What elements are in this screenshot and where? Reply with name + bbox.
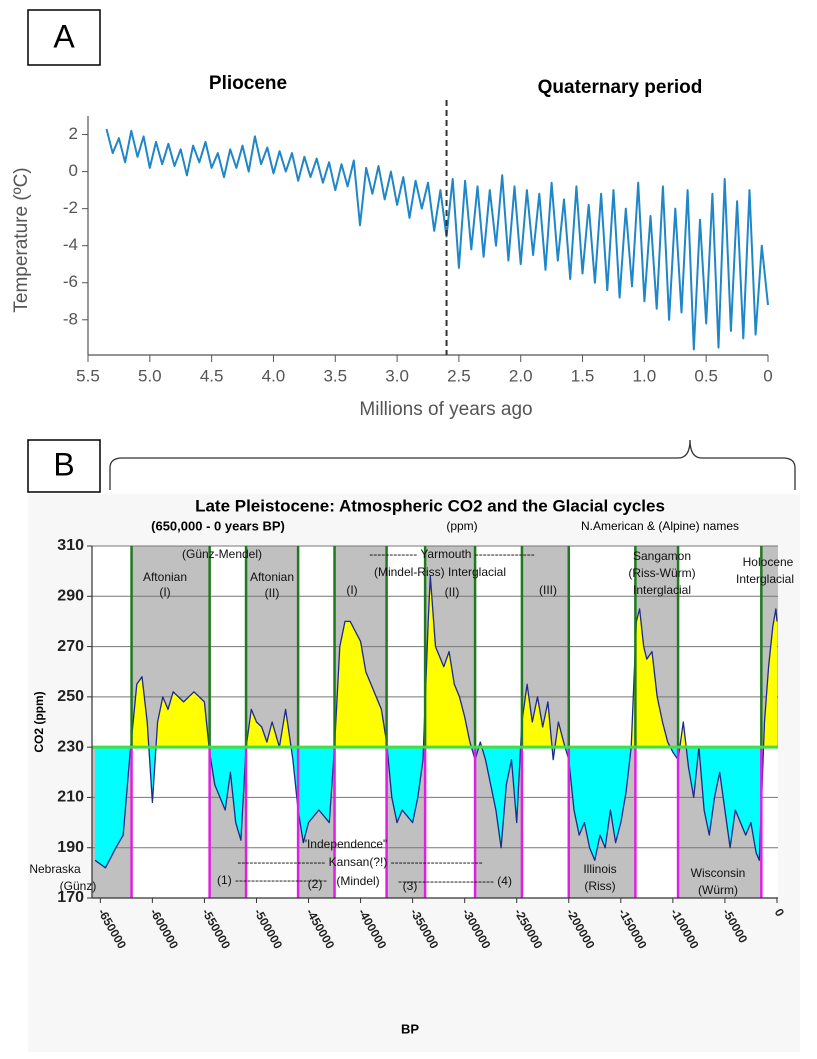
x-tick-label: 2.0 (509, 366, 533, 385)
panel-box (27, 9, 101, 66)
y-tick-label: -6 (63, 272, 78, 291)
x-tick-label: 1.0 (633, 366, 657, 385)
chart-title: Late Pleistocene: Atmospheric CO2 and th… (195, 496, 665, 515)
y-axis-label: CO2 (ppm) (32, 691, 46, 752)
names-note: N.American & (Alpine) names (581, 519, 739, 533)
x-tick-label: 2.5 (447, 366, 471, 385)
band-annotation: (Günz-Mendel) (182, 547, 262, 561)
band-annotation: Aftonian (250, 570, 294, 584)
band-annotation: Holocene (743, 555, 794, 569)
period-label: Pliocene (209, 73, 287, 94)
area-above-baseline (130, 576, 777, 748)
unit-note: (ppm) (446, 519, 477, 533)
y-tick-label: -8 (63, 309, 78, 328)
band-annotation: (Würm) (698, 883, 738, 897)
y-tick-label: 310 (57, 537, 84, 554)
band-annotation: (2) (308, 877, 323, 891)
x-axis-label: BP (401, 1021, 419, 1036)
period-label: Quaternary period (538, 77, 703, 98)
panel-label: A (53, 18, 75, 54)
band-annotation: Interglacial (633, 583, 691, 597)
y-tick-label: 250 (57, 688, 84, 705)
x-tick-label: 0.5 (694, 366, 718, 385)
y-tick-label: 190 (57, 839, 84, 856)
band-annotation: (II) (265, 586, 280, 600)
band-annotation: ---------------------- Kansan(?!) ------… (237, 855, 482, 869)
x-axis-label: Millions of years ago (359, 399, 532, 420)
x-tick-label: 4.0 (262, 366, 286, 385)
y-tick-label: 210 (57, 789, 84, 806)
band-annotation: Sangamon (633, 549, 691, 563)
panel-box (27, 439, 101, 493)
y-tick-label: 2 (69, 124, 78, 143)
x-tick-label: 5.5 (76, 366, 100, 385)
x-tick-label: 3.5 (323, 366, 347, 385)
band-annotation: Illinois (583, 862, 616, 876)
temperature-line (105, 128, 769, 351)
zoom-bracket (109, 439, 796, 490)
band-annotation: (Riss) (584, 879, 615, 893)
y-axis-label: Temperature (ºC) (11, 167, 32, 312)
band-annotation: (I) (346, 583, 357, 597)
band-annotation: "Independence" (303, 837, 388, 851)
band-annotation: (Günz) (60, 879, 97, 893)
band-annotation: ------------ Yarmouth --------------- (369, 547, 534, 561)
y-tick-label: 270 (57, 638, 84, 655)
y-tick-label: -2 (63, 198, 78, 217)
band-annotation: (III) (539, 583, 557, 597)
band-annotation: (3) (403, 879, 418, 893)
y-tick-label: 170 (57, 889, 84, 906)
y-tick-label: 0 (69, 161, 78, 180)
chart-subtitle: (650,000 - 0 years BP) (151, 518, 285, 533)
y-tick-label: 230 (57, 738, 84, 755)
panel-label: B (53, 446, 74, 482)
y-tick-label: 290 (57, 588, 84, 605)
x-tick-label: 1.5 (571, 366, 595, 385)
band-annotation: Aftonian (143, 570, 187, 584)
band-annotation: (II) (445, 585, 460, 599)
band-annotation: (1) ----------------------- (217, 873, 327, 887)
band-annotation: Nebraska (29, 862, 81, 876)
band-annotation: (Riss-Würm) (628, 566, 695, 580)
x-tick-label: 3.0 (385, 366, 409, 385)
x-tick-label: 4.5 (200, 366, 224, 385)
band-annotation: ------------------------ (4) (398, 874, 512, 888)
x-tick-label: 0 (763, 366, 772, 385)
band-annotation: Interglacial (736, 572, 794, 586)
y-tick-label: -4 (63, 235, 78, 254)
co2-line (94, 575, 778, 869)
band-annotation: Wisconsin (691, 866, 746, 880)
band-annotation: (Mindel-Riss) Interglacial (374, 565, 506, 579)
x-tick-label: 5.0 (138, 366, 162, 385)
band-annotation: (Mindel) (336, 874, 379, 888)
band-annotation: (I) (159, 585, 170, 599)
